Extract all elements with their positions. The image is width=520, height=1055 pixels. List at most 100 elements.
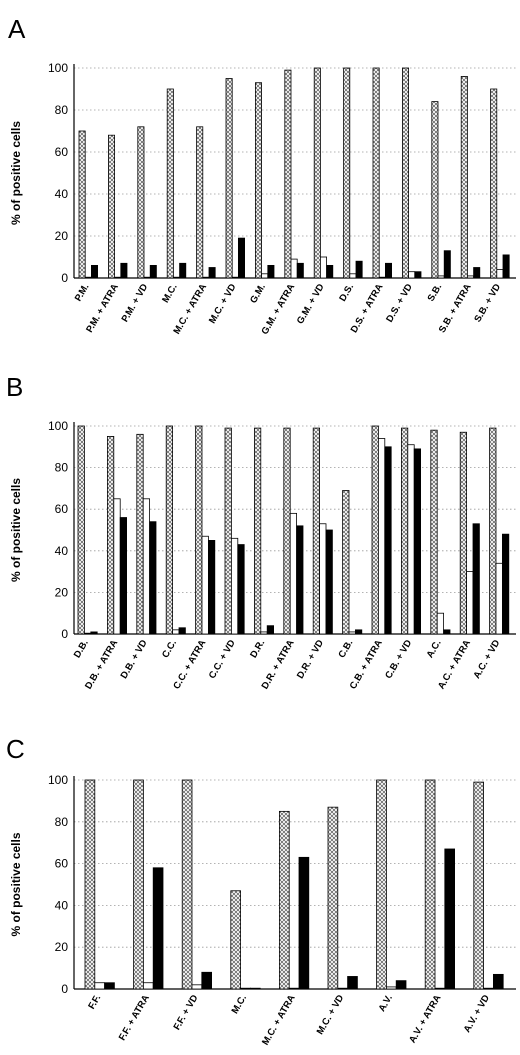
bar-white bbox=[349, 273, 357, 279]
bar-white bbox=[378, 276, 386, 279]
bar-white bbox=[84, 632, 92, 635]
bar-black bbox=[443, 250, 451, 279]
bar-black bbox=[413, 448, 422, 635]
bar-black bbox=[149, 521, 157, 635]
bar-hatched bbox=[460, 76, 468, 279]
bar-hatched bbox=[165, 425, 173, 635]
bar-black bbox=[473, 267, 481, 279]
bar-white bbox=[290, 258, 298, 279]
x-tick-label: P.M. + VD bbox=[120, 282, 151, 324]
y-tick-label: 40 bbox=[55, 898, 69, 912]
y-axis-label: % of positive cells bbox=[9, 478, 23, 582]
bar-white bbox=[261, 273, 269, 279]
bar-white bbox=[437, 275, 445, 279]
x-tick-label: D.S. + VD bbox=[384, 282, 415, 324]
bar-hatched bbox=[196, 126, 204, 279]
bar-black bbox=[472, 523, 480, 635]
x-tick-label: D.B. bbox=[72, 638, 91, 660]
x-tick-label: D.R. + VD bbox=[295, 638, 326, 681]
x-tick-label: A.C. bbox=[425, 638, 444, 660]
bar-hatched bbox=[327, 806, 339, 990]
bar-white bbox=[496, 269, 504, 279]
bar-hatched bbox=[133, 779, 144, 990]
bar-black bbox=[326, 264, 334, 279]
bar-hatched bbox=[489, 427, 497, 635]
x-tick-label: M.C. + ATRA bbox=[260, 993, 298, 1047]
bar-black bbox=[395, 980, 407, 990]
bar-hatched bbox=[224, 427, 232, 635]
bar-hatched bbox=[137, 126, 145, 279]
bar-black bbox=[120, 262, 128, 279]
bar-black bbox=[237, 544, 245, 635]
bar-black bbox=[444, 848, 455, 990]
bar-white bbox=[113, 498, 121, 635]
bar-black bbox=[90, 631, 98, 635]
y-tick-label: 60 bbox=[55, 502, 69, 516]
bar-hatched bbox=[424, 779, 436, 990]
bar-black bbox=[347, 976, 358, 990]
bar-white bbox=[230, 537, 239, 635]
bar-black bbox=[178, 627, 186, 635]
bar-black bbox=[443, 629, 451, 635]
bar-hatched bbox=[376, 779, 387, 990]
bar-white bbox=[260, 631, 268, 635]
bar-hatched bbox=[78, 130, 86, 279]
bar-hatched bbox=[459, 431, 468, 635]
y-tick-label: 20 bbox=[55, 940, 69, 954]
bar-white bbox=[466, 571, 474, 635]
panel-b: B % of positive cells 0 20 40 60 80 100 D.B. D.B.… bbox=[6, 372, 516, 691]
bar-black bbox=[104, 982, 115, 990]
bar-white bbox=[348, 631, 356, 635]
bar-hatched bbox=[401, 67, 409, 279]
bar-hatched bbox=[312, 427, 321, 635]
x-tick-label: D.B. + VD bbox=[119, 638, 150, 681]
y-tick-label: 0 bbox=[61, 627, 68, 641]
x-tick-label: M.C. + VD bbox=[207, 282, 239, 326]
bar-hatched bbox=[313, 67, 321, 279]
bar-black bbox=[249, 987, 261, 990]
x-tick-label: C.C. + VD bbox=[207, 638, 238, 681]
bar-black bbox=[179, 262, 187, 279]
bar-white bbox=[201, 535, 209, 635]
bar-black bbox=[149, 264, 157, 279]
x-tick-label: D.R. bbox=[248, 638, 267, 660]
x-tick-label: A.C. + VD bbox=[471, 638, 502, 681]
bar-white bbox=[466, 275, 474, 279]
bar-white bbox=[288, 987, 300, 990]
x-tick-label: F.F. + VD bbox=[172, 993, 201, 1032]
bar-black bbox=[501, 533, 510, 635]
bar-white bbox=[337, 987, 348, 990]
y-tick-label: 80 bbox=[55, 461, 69, 475]
y-tick-label: 20 bbox=[55, 585, 69, 599]
bar-hatched bbox=[343, 67, 351, 279]
x-tick-label: M.C. + VD bbox=[315, 993, 347, 1037]
bar-white bbox=[434, 987, 446, 990]
bar-white bbox=[377, 438, 386, 635]
x-tick-label: G.M. + VD bbox=[295, 282, 327, 326]
bar-hatched bbox=[278, 810, 290, 990]
bar-hatched bbox=[372, 67, 380, 279]
bar-hatched bbox=[225, 78, 233, 279]
bar-white bbox=[114, 276, 122, 279]
y-axis-label: % of positive cells bbox=[9, 121, 23, 225]
bar-hatched bbox=[166, 88, 174, 279]
bar-white bbox=[94, 982, 106, 990]
y-tick-label: 0 bbox=[61, 271, 68, 285]
bar-hatched bbox=[84, 779, 96, 990]
bar-hatched bbox=[195, 425, 203, 635]
bar-black bbox=[492, 973, 504, 990]
panel-letter: A bbox=[8, 14, 26, 44]
bar-black bbox=[201, 971, 213, 990]
x-tick-label: M.C. bbox=[230, 993, 250, 1016]
bar-hatched bbox=[490, 88, 498, 279]
bar-hatched bbox=[254, 82, 262, 279]
bar-hatched bbox=[283, 427, 291, 635]
x-tick-label: F.F. + ATRA bbox=[117, 993, 152, 1043]
y-axis-label: % of positive cells bbox=[9, 832, 23, 936]
bar-black bbox=[384, 446, 392, 635]
bar-white bbox=[142, 982, 154, 990]
x-tick-label: S.B. + VD bbox=[472, 282, 503, 324]
bar-black bbox=[355, 260, 363, 279]
bar-white bbox=[407, 444, 415, 635]
bar-black bbox=[267, 264, 275, 279]
